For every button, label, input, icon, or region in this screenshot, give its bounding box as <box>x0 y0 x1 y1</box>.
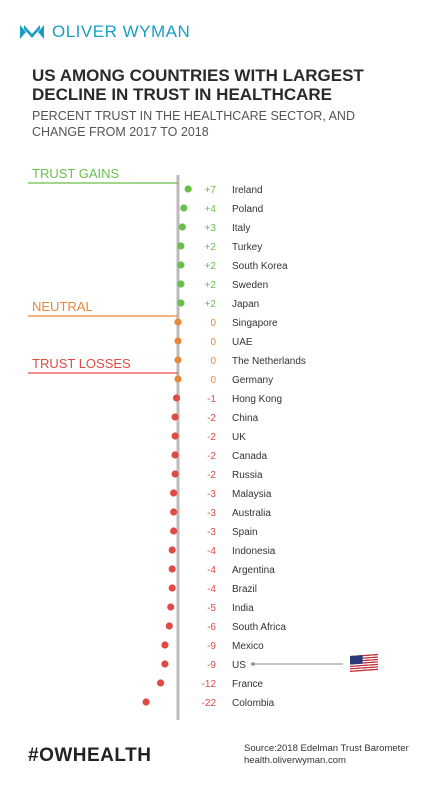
data-point <box>171 432 179 440</box>
value-label: -1 <box>207 394 216 405</box>
value-label: -4 <box>207 584 216 595</box>
chart-subtitle: PERCENT TRUST IN THE HEALTHCARE SECTOR, … <box>32 109 355 139</box>
value-label: 0 <box>210 318 216 329</box>
value-label: +3 <box>205 223 217 234</box>
data-point <box>142 698 150 706</box>
oliver-wyman-logo-icon <box>20 25 44 39</box>
value-label: 0 <box>210 356 216 367</box>
data-point <box>161 660 169 668</box>
country-label: Brazil <box>232 584 257 595</box>
data-point <box>171 413 179 421</box>
country-label: Hong Kong <box>232 394 282 405</box>
value-label: +2 <box>205 261 217 272</box>
data-point <box>184 185 192 193</box>
value-label: +2 <box>205 299 217 310</box>
data-point <box>170 527 178 535</box>
value-label: +4 <box>205 204 217 215</box>
source-note: Source:2018 Edelman Trust Barometer heal… <box>244 743 409 767</box>
country-label: Mexico <box>232 641 264 652</box>
country-label: Spain <box>232 527 258 538</box>
country-label: The Netherlands <box>232 356 306 367</box>
country-label: UAE <box>232 337 253 348</box>
country-label: Italy <box>232 223 250 234</box>
data-point <box>171 451 179 459</box>
value-label: -6 <box>207 622 216 633</box>
data-point <box>178 223 186 231</box>
data-point <box>174 375 182 383</box>
value-label: -12 <box>202 679 217 690</box>
country-label: Russia <box>232 470 263 481</box>
value-label: -4 <box>207 546 216 557</box>
country-label: Australia <box>232 508 271 519</box>
value-label: 0 <box>210 337 216 348</box>
data-point <box>177 261 185 269</box>
data-point <box>180 204 188 212</box>
brand-logo: OLIVER WYMAN <box>20 22 190 42</box>
chart-title: US AMONG COUNTRIES WITH LARGEST DECLINE … <box>32 66 364 104</box>
country-label: France <box>232 679 264 690</box>
data-point <box>172 394 181 402</box>
data-point <box>168 546 176 554</box>
country-label: South Korea <box>232 261 288 272</box>
value-label: -2 <box>207 451 216 462</box>
data-point <box>174 356 182 364</box>
value-label: -3 <box>207 489 216 500</box>
country-label: Indonesia <box>232 546 276 557</box>
source-text: Source:2018 Edelman Trust Barometer <box>244 743 409 754</box>
brand-name: OLIVER WYMAN <box>52 22 191 41</box>
value-label: -3 <box>207 508 216 519</box>
country-label: Poland <box>232 204 263 215</box>
value-label: -9 <box>207 660 216 671</box>
country-label: Germany <box>232 375 273 386</box>
value-label: -2 <box>207 413 216 424</box>
data-point <box>167 603 175 611</box>
country-label: Canada <box>232 451 267 462</box>
country-label: China <box>232 413 259 424</box>
value-label: -9 <box>207 641 216 652</box>
us-flag-icon <box>350 654 378 672</box>
group-header-1: NEUTRAL <box>32 299 93 314</box>
data-point <box>174 318 182 326</box>
data-point <box>177 280 185 288</box>
country-label: UK <box>232 432 246 443</box>
country-label: Singapore <box>232 318 278 329</box>
data-point <box>177 242 185 250</box>
value-label: -22 <box>202 698 217 709</box>
data-point <box>168 584 176 592</box>
trust-change-chart: TRUST GAINS NEUTRAL TRUST LOSSES +7 Ireland +… <box>28 166 378 720</box>
value-label: +2 <box>205 242 217 253</box>
country-label: Colombia <box>232 698 275 709</box>
data-point <box>168 565 176 573</box>
data-point <box>170 508 178 516</box>
data-point <box>170 489 178 497</box>
country-label: South Africa <box>232 622 286 633</box>
value-label: 0 <box>210 375 216 386</box>
data-point <box>174 337 182 345</box>
value-label: -4 <box>207 565 216 576</box>
country-label: Japan <box>232 299 259 310</box>
value-label: -5 <box>207 603 216 614</box>
country-label: Turkey <box>232 242 262 253</box>
data-point <box>165 622 173 630</box>
country-label: Argentina <box>232 565 275 576</box>
highlight-leader-dot <box>251 662 255 666</box>
hashtag: #OWHEALTH <box>28 745 152 766</box>
group-header-2: TRUST LOSSES <box>32 356 131 371</box>
value-label: -2 <box>207 432 216 443</box>
value-label: -2 <box>207 470 216 481</box>
data-point <box>171 470 179 478</box>
country-label: Sweden <box>232 280 268 291</box>
data-point <box>161 641 169 649</box>
country-label: India <box>232 603 254 614</box>
country-label: Ireland <box>232 185 263 196</box>
website-link[interactable]: health.oliverwyman.com <box>244 755 346 766</box>
country-label: US <box>232 660 246 671</box>
data-point <box>177 299 185 307</box>
data-point <box>157 679 165 687</box>
value-label: +7 <box>205 185 217 196</box>
value-label: -3 <box>207 527 216 538</box>
value-label: +2 <box>205 280 217 291</box>
country-label: Malaysia <box>232 489 272 500</box>
group-header-0: TRUST GAINS <box>32 166 119 181</box>
